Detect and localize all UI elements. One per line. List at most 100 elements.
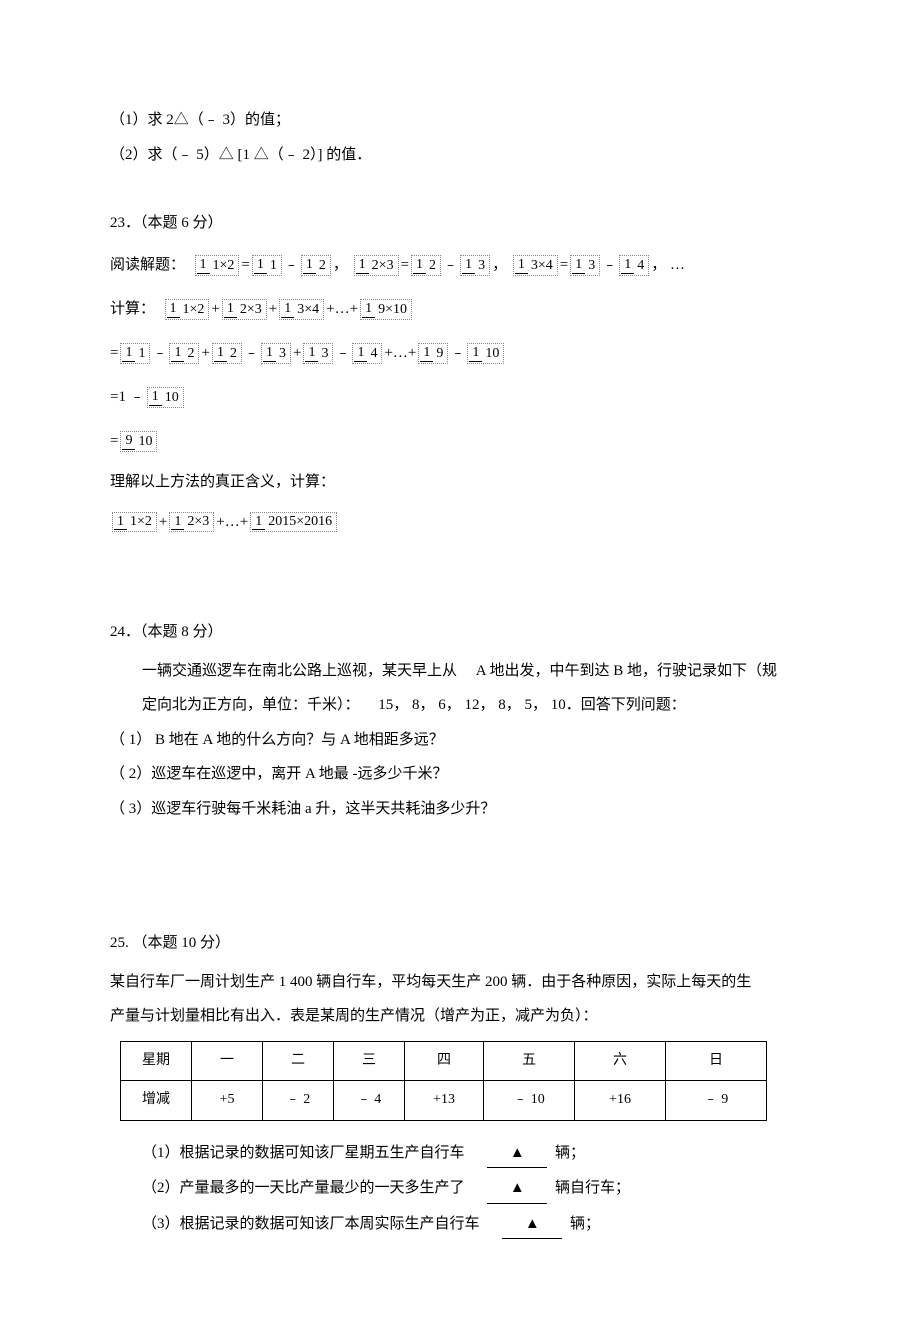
c-frac3: 13×4 bbox=[279, 299, 324, 319]
plus-sign: + bbox=[350, 295, 358, 324]
f-frac3: 12015×2016 bbox=[250, 512, 337, 532]
q23-step2: = 1 ﹣ 110 bbox=[110, 380, 810, 416]
q24-p2b: 15， 8， 6， 12， 8， 5， 10．回答下列问题： bbox=[378, 697, 686, 713]
plus-sign: + bbox=[408, 339, 416, 368]
q25-q2a: （2）产量最多的一天比产量最少的一天多生产了 bbox=[142, 1180, 465, 1196]
table-cell: +16 bbox=[575, 1081, 666, 1121]
page: （1）求 2△（﹣ 3）的值； （2）求（﹣ 5）△ [1 △（﹣ 2）] 的值… bbox=[0, 0, 920, 1325]
q23-reading-row: 阅读解题： 11×2 = 11 ﹣ 12 ， 12×3 = 12 ﹣ 13 ， … bbox=[110, 248, 810, 284]
table-cell: +5 bbox=[192, 1081, 263, 1121]
q23-read-label: 阅读解题： bbox=[110, 251, 185, 280]
s-frac4: 13 bbox=[261, 343, 291, 363]
table-header-cell: 星期 bbox=[121, 1041, 192, 1081]
table-cell: ﹣ 2 bbox=[263, 1081, 334, 1121]
q22-line2: （2）求（﹣ 5）△ [1 △（﹣ 2）] 的值． bbox=[110, 141, 810, 170]
table-header-cell: 日 bbox=[666, 1041, 767, 1081]
c-frac1: 11×2 bbox=[165, 299, 210, 319]
s-frac7: 19 bbox=[418, 343, 448, 363]
q25-q3: （3）根据记录的数据可知该厂本周实际生产自行车 ▲ 辆； bbox=[110, 1210, 810, 1240]
minus-sign: ﹣ bbox=[602, 251, 617, 280]
minus-sign: ﹣ bbox=[450, 339, 465, 368]
plus-sign: + bbox=[293, 339, 301, 368]
f-frac1: 11×2 bbox=[112, 512, 157, 532]
q22-line1: （1）求 2△（﹣ 3）的值； bbox=[110, 106, 810, 135]
c-frac4: 19×10 bbox=[360, 299, 412, 319]
table-header-cell: 二 bbox=[263, 1041, 334, 1081]
one: 1 bbox=[118, 383, 126, 412]
comma: ， bbox=[492, 251, 507, 280]
q25-q3b: 辆； bbox=[570, 1216, 600, 1232]
minus-sign: ﹣ bbox=[244, 339, 259, 368]
table-data-row: 增减+5﹣ 2﹣ 4+13﹣ 10+16﹣ 9 bbox=[121, 1081, 767, 1121]
f-frac2: 12×3 bbox=[169, 512, 214, 532]
q24-p1b: A 地出发，中午到达 B 地，行驶记录如下（规 bbox=[476, 663, 777, 679]
eq-sign: = bbox=[560, 251, 568, 280]
q24-p2: 定向北为正方向，单位：千米）： 15， 8， 6， 12， 8， 5， 10．回… bbox=[110, 691, 810, 720]
s-frac8: 110 bbox=[467, 343, 504, 363]
q25-q2b: 辆自行车； bbox=[555, 1180, 630, 1196]
s-frac6: 14 bbox=[352, 343, 382, 363]
q25-q3a: （3）根据记录的数据可知该厂本周实际生产自行车 bbox=[142, 1216, 480, 1232]
table-header-cell: 四 bbox=[405, 1041, 484, 1081]
comma: ， bbox=[651, 251, 666, 280]
frac-1-2x3: 12×3 bbox=[354, 255, 399, 275]
s3-frac: 910 bbox=[120, 431, 157, 451]
plus-sign: + bbox=[326, 295, 334, 324]
c-frac2: 12×3 bbox=[222, 299, 267, 319]
q23-step3: = 910 bbox=[110, 424, 810, 460]
s-frac2: 12 bbox=[169, 343, 199, 363]
q23-understand: 理解以上方法的真正含义，计算： bbox=[110, 468, 810, 497]
production-table: 星期一二三四五六日 增减+5﹣ 2﹣ 4+13﹣ 10+16﹣ 9 bbox=[120, 1041, 767, 1121]
q23-compute-row: 计算： 11×2 + 12×3 + 13×4 + … + 19×10 bbox=[110, 292, 810, 328]
q25-q1: （1）根据记录的数据可知该厂星期五生产自行车 ▲ 辆； bbox=[110, 1139, 810, 1169]
plus-sign: + bbox=[211, 295, 219, 324]
eq-sign: = bbox=[110, 383, 118, 412]
dots: … bbox=[225, 508, 240, 537]
frac-1-1: 11 bbox=[252, 255, 282, 275]
q25-q2: （2）产量最多的一天比产量最少的一天多生产了 ▲ 辆自行车； bbox=[110, 1174, 810, 1204]
frac-1-3: 13 bbox=[460, 255, 490, 275]
plus-sign: + bbox=[240, 508, 248, 537]
q24-l2: （ 2）巡逻车在巡逻中，离开 A 地最 -远多少千米？ bbox=[110, 760, 810, 789]
table-header-cell: 六 bbox=[575, 1041, 666, 1081]
frac-1-4: 14 bbox=[619, 255, 649, 275]
blank-fill[interactable]: ▲ bbox=[502, 1210, 562, 1240]
plus-sign: + bbox=[201, 339, 209, 368]
table-cell: ﹣ 9 bbox=[666, 1081, 767, 1121]
frac-1-2b: 12 bbox=[411, 255, 441, 275]
q24-p2a: 定向北为正方向，单位：千米）： bbox=[142, 697, 360, 713]
minus-sign: ﹣ bbox=[335, 339, 350, 368]
table-header-cell: 三 bbox=[334, 1041, 405, 1081]
eq-sign: = bbox=[110, 427, 118, 456]
q25-p2: 产量与计划量相比有出入．表是某周的生产情况（增产为正，减产为负）： bbox=[110, 1002, 810, 1031]
table-row-label: 增减 bbox=[121, 1081, 192, 1121]
table-cell: +13 bbox=[405, 1081, 484, 1121]
table-header-cell: 五 bbox=[484, 1041, 575, 1081]
q23-compute-label: 计算： bbox=[110, 295, 155, 324]
q24-p1: 一辆交通巡逻车在南北公路上巡视，某天早上从 A 地出发，中午到达 B 地，行驶记… bbox=[110, 657, 810, 686]
frac-1-3x4: 13×4 bbox=[513, 255, 558, 275]
blank-fill[interactable]: ▲ bbox=[487, 1174, 547, 1204]
q25-q1a: （1）根据记录的数据可知该厂星期五生产自行车 bbox=[142, 1145, 465, 1161]
minus-sign: ﹣ bbox=[130, 383, 145, 412]
eq-sign: = bbox=[110, 339, 118, 368]
s2-frac: 110 bbox=[147, 387, 184, 407]
q23-final-expr: 11×2 + 12×3 + … + 12015×2016 bbox=[110, 504, 810, 540]
dots: … bbox=[393, 339, 408, 368]
q25-q1b: 辆； bbox=[555, 1145, 585, 1161]
table-header-cell: 一 bbox=[192, 1041, 263, 1081]
frac-1-3b: 13 bbox=[570, 255, 600, 275]
plus-sign: + bbox=[384, 339, 392, 368]
table-cell: ﹣ 4 bbox=[334, 1081, 405, 1121]
q24-p1a: 一辆交通巡逻车在南北公路上巡视，某天早上从 bbox=[142, 663, 457, 679]
blank-fill[interactable]: ▲ bbox=[487, 1139, 547, 1169]
q25-p1: 某自行车厂一周计划生产 1 400 辆自行车，平均每天生产 200 辆．由于各种… bbox=[110, 968, 810, 997]
q24-l1: （ 1） B 地在 A 地的什么方向？与 A 地相距多远？ bbox=[110, 726, 810, 755]
frac-1-1x2: 11×2 bbox=[195, 255, 240, 275]
plus-sign: + bbox=[216, 508, 224, 537]
q24-l3: （ 3）巡逻车行驶每千米耗油 a 升，这半天共耗油多少升？ bbox=[110, 795, 810, 824]
q25-header: 25. （本题 10 分） bbox=[110, 929, 810, 958]
plus-sign: + bbox=[159, 508, 167, 537]
table-cell: ﹣ 10 bbox=[484, 1081, 575, 1121]
minus-sign: ﹣ bbox=[443, 251, 458, 280]
